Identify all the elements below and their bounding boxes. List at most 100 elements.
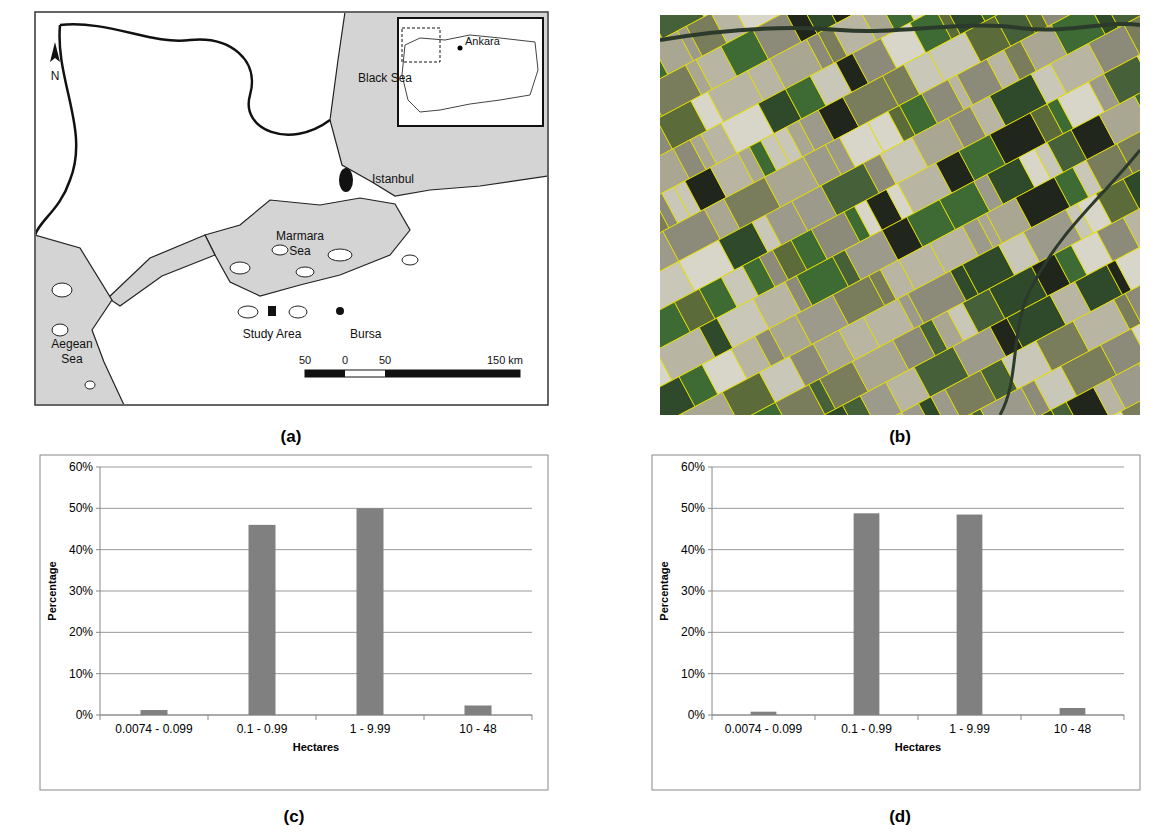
map-label-line: Sea [61,352,83,366]
grid-line [712,549,1124,550]
bar [465,705,492,715]
study-area-mark [268,306,276,316]
y-tick [708,632,712,633]
x-axis-title: Hectares [293,741,339,753]
map-label-line: Marmara [276,229,324,243]
y-tick-label: 60% [681,460,705,474]
grid-line [100,508,532,509]
grid-line [712,673,1124,674]
bar [751,712,777,715]
y-tick-label: 50% [69,501,93,515]
x-tick [424,715,425,720]
parcel [1124,15,1140,55]
y-tick [96,467,100,468]
scale-label: 50 [299,354,311,366]
y-tick [708,673,712,674]
scale-segment [305,370,345,377]
x-tick [316,715,317,720]
y-axis-title: Percentage [658,561,670,620]
black-sea [330,13,547,196]
grid-line [712,508,1124,509]
map-label: MarmaraSea [276,229,324,258]
island [52,324,68,336]
figure: NBlack SeaAnkaraIstanbulMarmaraSeaAegean… [0,0,1160,834]
panel-label: (b) [889,427,911,446]
island [296,267,314,277]
y-tick [96,673,100,674]
istanbul-mark [339,168,353,192]
aegean-sea [36,235,124,404]
river [1000,150,1140,415]
bar [854,513,880,715]
grid-line [712,591,1124,592]
y-tick [708,508,712,509]
y-tick [96,591,100,592]
x-tick [1124,715,1125,720]
x-tick [100,715,101,720]
inset-frame [398,18,543,126]
y-axis-title: Percentage [46,561,58,620]
map-body [36,13,547,404]
grid-line [712,467,1124,468]
x-tick [918,715,919,720]
parcel [1109,363,1140,409]
map-frame [35,12,548,405]
parcel [1123,169,1140,209]
parcel [1125,275,1140,323]
y-tick-label: 0% [688,708,706,722]
y-tick [96,632,100,633]
y-axis [712,467,713,715]
map-label: Istanbul [372,172,414,186]
map-label: AegeanSea [51,337,92,366]
coastline [60,24,330,134]
x-tick [1021,715,1022,720]
bars [141,508,492,715]
dardanelles [108,235,215,306]
island [289,306,307,318]
y-tick [708,467,712,468]
parcels [660,15,1140,415]
scale-label: 0 [342,354,348,366]
y-tick-label: 30% [681,584,705,598]
parcel [1137,45,1140,86]
map-label: Black Sea [358,71,412,85]
ankara-dot [458,46,463,51]
y-tick-label: 50% [681,501,705,515]
bars [751,513,1086,715]
panel-label: (c) [284,807,305,826]
x-tick-label: 0.1 - 0.99 [841,722,892,736]
y-tick-label: 0% [76,708,94,722]
grid-line [712,632,1124,633]
bar-chart: 0%10%20%30%40%50%60%0.0074 - 0.0990.1 - … [40,455,548,790]
scale-label: 150 km [487,354,523,366]
bar [141,710,168,715]
x-tick-label: 0.0074 - 0.099 [115,722,193,736]
panel-label: (d) [889,807,911,826]
island [402,255,418,265]
x-tick-label: 1 - 9.99 [350,722,391,736]
bursa-dot [336,307,344,315]
scale-bar [305,370,520,377]
y-tick-label: 20% [681,625,705,639]
map-label: Bursa [350,327,382,341]
marmara-sea [205,198,410,296]
y-tick [96,715,100,716]
parcel [1121,398,1140,415]
parcel [1123,201,1140,247]
map-panel: NBlack SeaAnkaraIstanbulMarmaraSeaAegean… [35,12,548,405]
bar [249,525,276,715]
north-arrow [50,42,60,62]
inset-highlight [402,28,440,62]
island [238,306,258,318]
y-tick [708,549,712,550]
x-tick-label: 0.1 - 0.99 [237,722,288,736]
map-label-line: Sea [289,244,311,258]
grid-line [100,673,532,674]
scale-label: 50 [379,354,391,366]
parcel [1131,310,1140,359]
y-tick-label: 40% [69,543,93,557]
panel-label: (a) [281,427,302,446]
x-tick [532,715,533,720]
y-tick-label: 30% [69,584,93,598]
grid-line [100,549,532,550]
